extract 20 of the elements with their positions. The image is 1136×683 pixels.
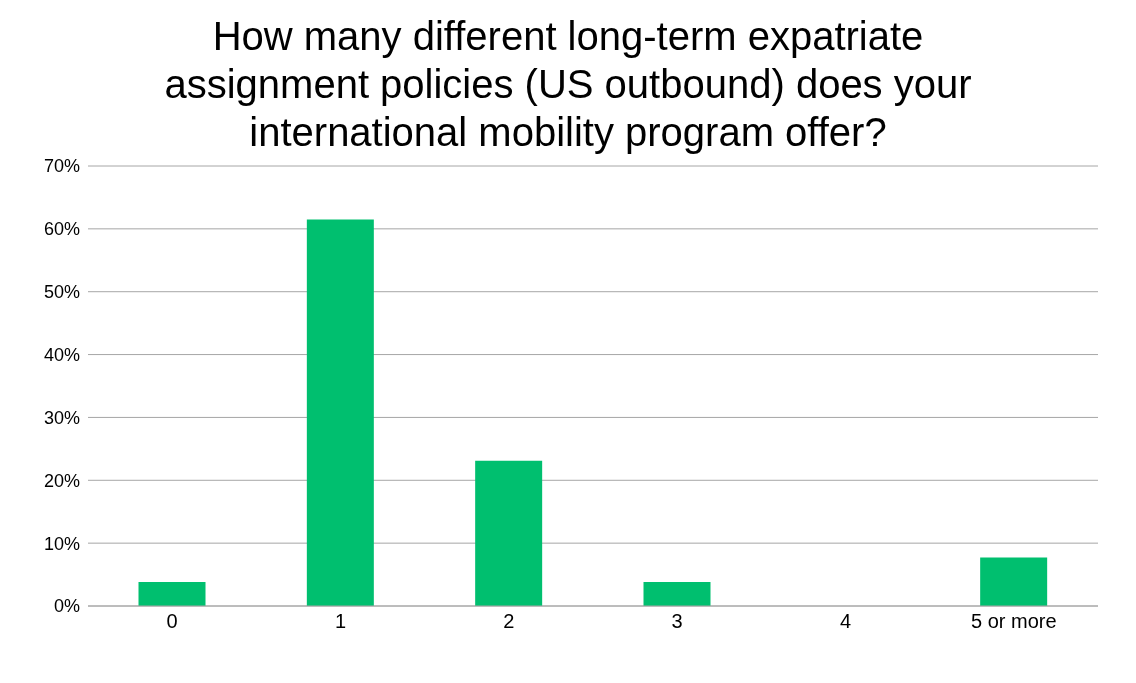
x-tick-label: 0 (166, 610, 178, 633)
y-tick-label: 70% (43, 156, 80, 177)
chart-title: How many different long-term expatriate assignment policies (US outbound) does your international mobility program offer? (163, 13, 973, 156)
bar (138, 582, 206, 606)
x-tick-label: 5 or more (971, 610, 1057, 633)
y-tick-label: 40% (43, 344, 80, 365)
bar (306, 219, 374, 606)
y-tick-label: 0% (53, 596, 80, 617)
bar (475, 460, 543, 606)
x-tick-label: 4 (839, 610, 852, 633)
x-tick-label: 3 (671, 610, 683, 633)
y-tick-label: 20% (43, 470, 80, 491)
bar (980, 557, 1048, 606)
y-tick-label: 50% (43, 282, 80, 303)
y-tick-label: 10% (43, 533, 80, 554)
y-tick-label: 60% (43, 219, 80, 240)
x-tick-label: 1 (334, 610, 347, 633)
x-tick-label: 2 (503, 610, 515, 633)
y-tick-label: 30% (43, 407, 80, 428)
bar (643, 582, 711, 606)
